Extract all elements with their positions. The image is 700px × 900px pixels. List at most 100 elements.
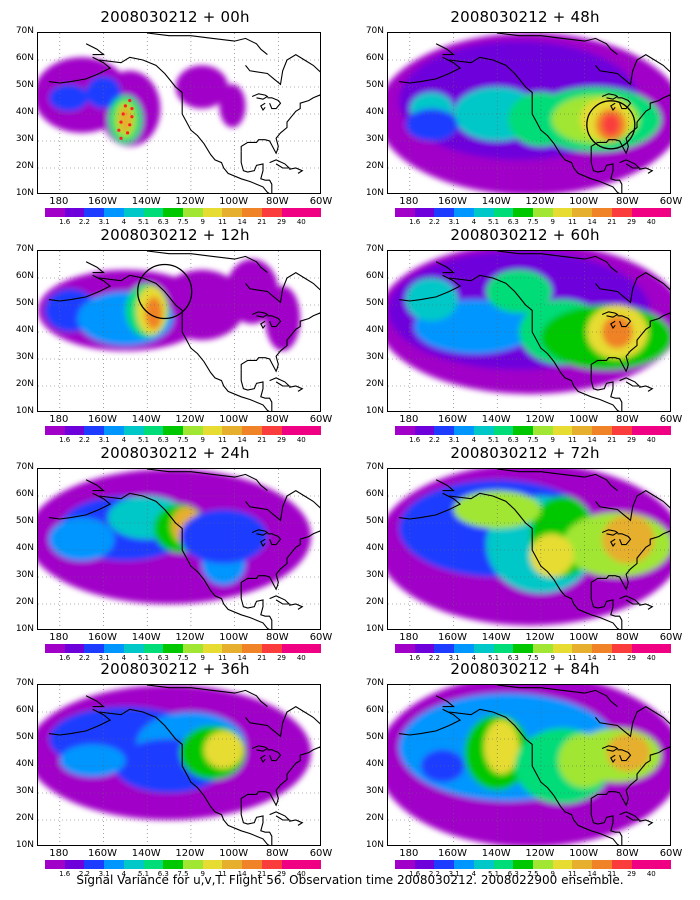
colorbar-swatch [281,860,302,869]
variance-contour [118,105,132,133]
coastline [435,479,456,492]
colorbar-label: 9 [200,654,205,662]
longitude-label: 100W [569,848,599,859]
map-panel: 2008030212 + 00h 70N 60N 50N 40N 30N 20N 10N 180… [5,8,345,226]
coastline [48,56,112,84]
colorbar-swatch [651,208,672,217]
colorbar-label: 1.6 [59,436,71,444]
coastline [99,708,270,845]
coastline [617,533,632,546]
coastlines [398,685,670,845]
colorbar-swatch [434,208,455,217]
longitude-label: 80W [265,196,289,207]
colorbar-label: 40 [646,436,656,444]
colorbar-swatch [493,860,514,869]
coastline [240,746,320,807]
colorbar-label: 2.2 [428,436,440,444]
colorbar-swatch [611,208,632,217]
map-frame [37,468,321,630]
latitude-label: 30N [365,570,384,580]
colorbar-label: 3.1 [98,218,110,226]
coastline [48,274,112,302]
colorbar-label: 7.5 [177,218,189,226]
colorbar-swatch [572,426,593,435]
colorbar-label: 3.1 [98,436,110,444]
coastline [601,93,619,100]
colorbar-label: 11 [567,654,577,662]
colorbar-label: 6.3 [507,218,519,226]
longitude-label: 80W [265,414,289,425]
colorbar-swatch [64,208,85,217]
colorbar-swatch [261,860,282,869]
latitude-label: 20N [15,597,34,607]
colorbar-label: 9 [550,654,555,662]
verification-region-circle [137,263,193,320]
colorbar-swatch [533,426,553,435]
longitude-label: 120W [175,848,205,859]
colorbar-swatch [163,860,184,869]
colorbar-label: 40 [296,436,306,444]
latitude-label: 70N [365,26,384,36]
colorbar-swatch [104,426,124,435]
colorbar-swatch [473,644,494,653]
colorbar-swatch [143,426,164,435]
variance-contour [204,730,244,769]
colorbar-swatch [395,860,415,869]
longitude-label: 100W [219,196,249,207]
colorbar-label: 3.1 [98,654,110,662]
colorbar-label: 4 [471,218,477,226]
coastline [251,311,269,318]
longitude-label: 60W [659,196,683,207]
coastline [240,369,273,411]
colorbar-swatch [395,208,415,217]
map-panel: 2008030212 + 84h 70N 60N 50N 40N 30N 20N 10N 180… [355,660,695,878]
longitude-label: 120W [525,414,555,425]
coastlines [48,33,320,193]
colorbar-label: 21 [607,436,617,444]
longitude-label: 120W [175,414,205,425]
latitude-label: 10N [15,406,34,416]
map-panel: 2008030212 + 48h 70N 60N 50N 40N 30N 20N 10N 180… [355,8,695,226]
colorbar-swatch [572,644,593,653]
colorbar-label: 2.2 [428,654,440,662]
colorbar-label: 21 [257,870,267,878]
latitude-label: 30N [15,352,34,362]
coastline [251,93,269,100]
coastline [251,745,269,752]
coastline [619,377,641,387]
map-panel: 2008030212 + 36h 70N 60N 50N 40N 30N 20N 10N 180… [5,660,345,878]
colorbar-swatch [552,644,573,653]
colorbar-swatch [434,426,455,435]
colorbar-label: 29 [277,218,287,226]
colorbar-swatch [493,426,514,435]
colorbar-swatch [395,644,415,653]
flight-track-point [123,104,127,108]
map-panel: 2008030212 + 60h 70N 60N 50N 40N 30N 20N 10N 180… [355,226,695,444]
colorbar-swatch [454,644,474,653]
map-panel: 2008030212 + 72h 70N 60N 50N 40N 30N 20N 10N 180… [355,444,695,662]
coastline [267,315,282,328]
colorbar-labels: 1.6 2.2 3.1 4 5.1 6.3 7.5 9 11 14 21 29 40 [45,870,321,880]
colorbar-swatch [64,860,85,869]
coastline [601,311,619,318]
coastline [398,492,462,520]
coastline [260,102,266,111]
colorbar-swatch [592,644,612,653]
flight-track-point [128,98,132,103]
colorbar-label: 2.2 [78,870,90,878]
colorbar [395,644,672,653]
colorbar-swatch [513,426,534,435]
coastline [85,695,106,708]
latitude-label: 40N [365,325,384,335]
longitude-label: 160W [438,196,468,207]
longitude-label: 120W [175,196,205,207]
map-frame [37,684,321,846]
colorbar-label: 14 [587,870,597,878]
colorbar-label: 11 [217,218,227,226]
colorbar [395,208,672,217]
coastline [260,320,266,329]
colorbar-label: 29 [277,436,287,444]
graticule [388,469,670,629]
coastline [245,53,320,86]
colorbar-label: 11 [217,870,227,878]
